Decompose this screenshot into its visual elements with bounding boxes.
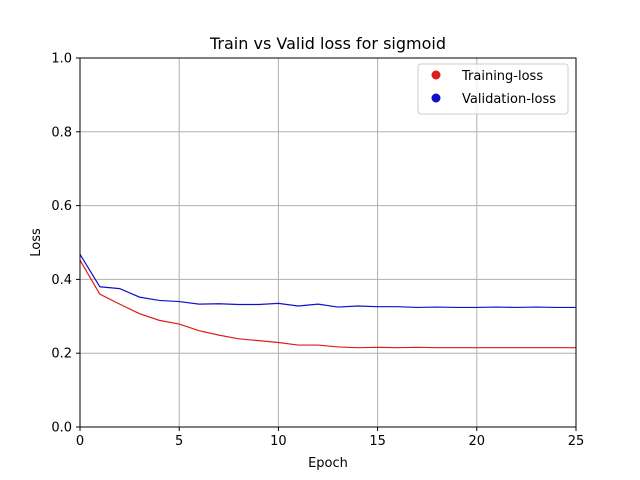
y-tick-label: 0.2 <box>51 347 72 362</box>
x-tick-label: 20 <box>469 434 486 449</box>
legend: Training-loss Validation-loss <box>417 63 569 115</box>
series-line-training-loss <box>79 259 576 349</box>
ticks: 0 5 10 15 20 25 0.0 0.2 0.4 0.6 0.8 1.0 <box>51 52 584 450</box>
x-tick-label: 0 <box>76 434 84 449</box>
legend-marker-validation <box>431 93 441 103</box>
chart-title: Train vs Valid loss for sigmoid <box>209 34 446 53</box>
series-layer <box>79 253 576 349</box>
grid <box>79 57 577 428</box>
y-tick-label: 0.8 <box>51 125 72 140</box>
x-tick-label: 5 <box>175 434 183 449</box>
legend-label-training: Training-loss <box>461 69 543 84</box>
x-axis-label: Epoch <box>308 456 348 471</box>
x-tick-label: 10 <box>270 434 287 449</box>
legend-label-validation: Validation-loss <box>462 92 556 107</box>
y-tick-label: 1.0 <box>51 52 72 67</box>
y-tick-label: 0.4 <box>51 273 72 288</box>
series-line-validation-loss <box>79 253 576 309</box>
y-tick-label: 0.0 <box>51 421 72 436</box>
y-axis-label: Loss <box>29 228 44 257</box>
plot-frame <box>79 57 577 428</box>
x-tick-label: 15 <box>369 434 386 449</box>
x-tick-label: 25 <box>568 434 585 449</box>
legend-marker-training <box>431 70 441 80</box>
legend-box <box>417 63 569 115</box>
y-tick-label: 0.6 <box>51 199 72 214</box>
